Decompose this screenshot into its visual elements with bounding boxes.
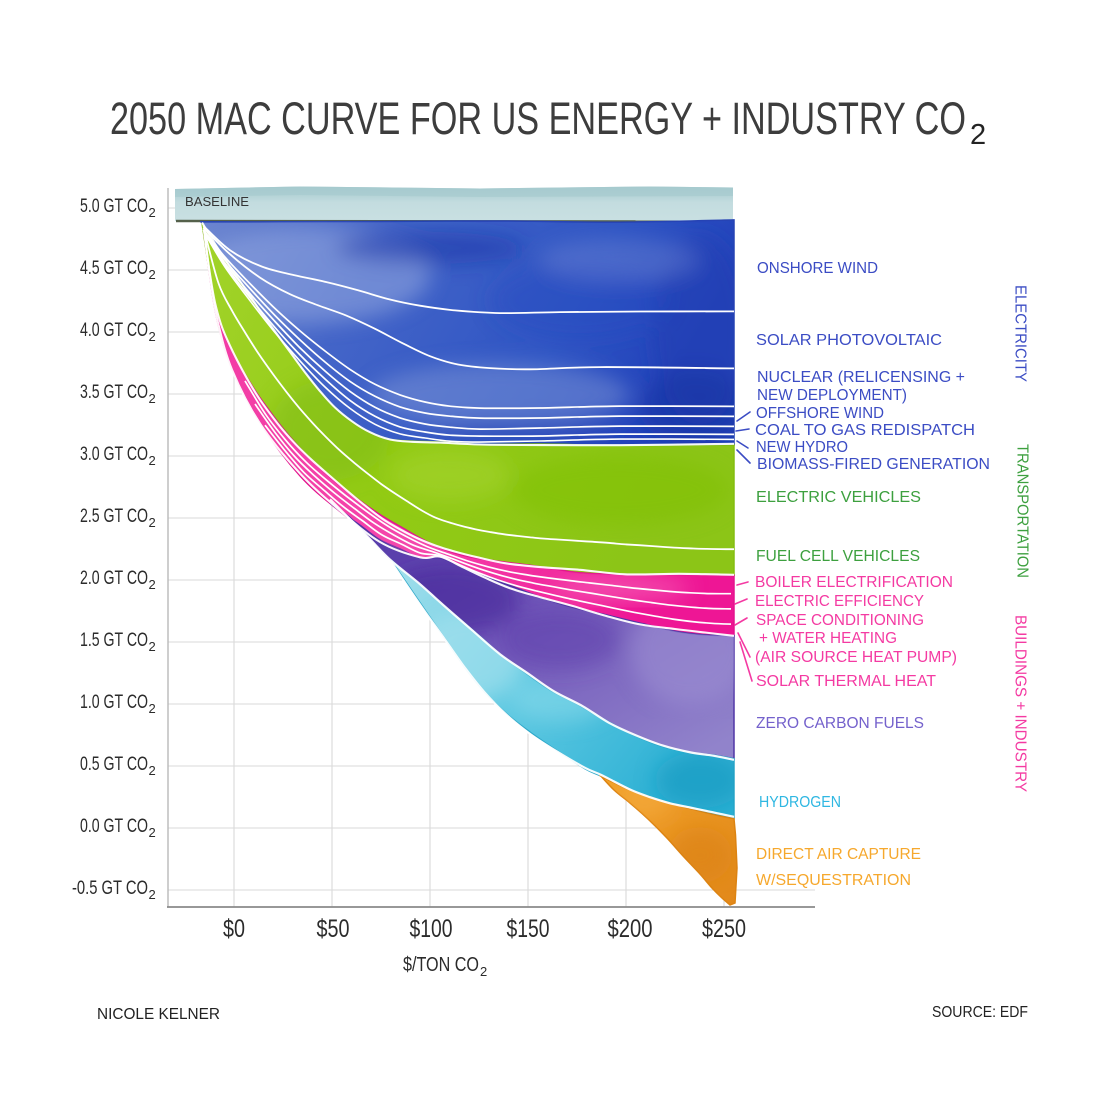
svg-text:2: 2 (149, 391, 157, 406)
svg-text:(AIR SOURCE HEAT PUMP): (AIR SOURCE HEAT PUMP) (755, 649, 957, 666)
svg-text:+ WATER HEATING: + WATER HEATING (759, 630, 897, 647)
svg-text:$200: $200 (608, 915, 653, 943)
svg-text:$0: $0 (223, 915, 245, 943)
svg-text:$100: $100 (410, 915, 453, 943)
svg-text:FUEL CELL VEHICLES: FUEL CELL VEHICLES (756, 548, 920, 565)
svg-text:2: 2 (149, 763, 157, 778)
svg-text:2: 2 (149, 329, 157, 344)
svg-text:TRANSPORTATION: TRANSPORTATION (1014, 444, 1031, 578)
svg-text:$150: $150 (507, 915, 550, 943)
svg-text:$/TON CO: $/TON CO (403, 954, 479, 976)
svg-text:-0.5 GT CO: -0.5 GT CO (72, 878, 148, 899)
svg-text:5.0 GT CO: 5.0 GT CO (80, 196, 148, 217)
svg-text:$250: $250 (702, 915, 746, 943)
svg-text:2.0 GT CO: 2.0 GT CO (80, 568, 148, 589)
svg-text:SOURCE: EDF: SOURCE: EDF (932, 1004, 1028, 1021)
svg-text:2: 2 (149, 701, 157, 716)
svg-text:2: 2 (149, 453, 157, 468)
svg-text:OFFSHORE WIND: OFFSHORE WIND (756, 405, 884, 422)
svg-text:NUCLEAR (RELICENSING +: NUCLEAR (RELICENSING + (757, 369, 965, 386)
svg-text:4.0 GT CO: 4.0 GT CO (80, 320, 148, 341)
svg-text:BOILER ELECTRIFICATION: BOILER ELECTRIFICATION (755, 574, 953, 591)
svg-text:4.5 GT CO: 4.5 GT CO (80, 258, 148, 279)
svg-text:0.5 GT CO: 0.5 GT CO (80, 754, 148, 775)
svg-text:2: 2 (149, 887, 157, 902)
svg-text:NEW DEPLOYMENT): NEW DEPLOYMENT) (757, 387, 907, 404)
svg-text:2: 2 (149, 515, 157, 530)
svg-text:DIRECT AIR CAPTURE: DIRECT AIR CAPTURE (756, 846, 921, 863)
svg-text:2: 2 (149, 205, 157, 220)
svg-text:1.0 GT CO: 1.0 GT CO (80, 692, 148, 713)
svg-text:$50: $50 (317, 915, 350, 943)
svg-text:ELECTRIC EFFICIENCY: ELECTRIC EFFICIENCY (755, 593, 924, 610)
svg-text:BIOMASS-FIRED GENERATION: BIOMASS-FIRED GENERATION (757, 456, 990, 473)
svg-text:2: 2 (149, 825, 157, 840)
svg-text:2.5 GT CO: 2.5 GT CO (80, 506, 148, 527)
svg-text:ELECTRIC VEHICLES: ELECTRIC VEHICLES (756, 489, 921, 506)
svg-text:SPACE CONDITIONING: SPACE CONDITIONING (756, 612, 924, 629)
svg-text:2: 2 (149, 639, 157, 654)
svg-text:SOLAR PHOTOVOLTAIC: SOLAR PHOTOVOLTAIC (756, 332, 942, 349)
svg-text:3.0 GT CO: 3.0 GT CO (80, 444, 148, 465)
svg-text:NEW HYDRO: NEW HYDRO (756, 439, 848, 456)
svg-text:NICOLE KELNER: NICOLE KELNER (97, 1006, 220, 1023)
svg-text:1.5 GT CO: 1.5 GT CO (80, 630, 148, 651)
svg-text:2050 MAC CURVE FOR US ENERGY +: 2050 MAC CURVE FOR US ENERGY + INDUSTRY … (110, 93, 966, 144)
svg-text:ONSHORE WIND: ONSHORE WIND (757, 260, 878, 277)
svg-text:BASELINE: BASELINE (185, 194, 249, 209)
svg-text:ZERO CARBON FUELS: ZERO CARBON FUELS (756, 715, 924, 732)
svg-text:2: 2 (970, 119, 986, 151)
svg-text:ELECTRICITY: ELECTRICITY (1012, 285, 1029, 382)
svg-text:2: 2 (149, 577, 157, 592)
svg-text:3.5 GT CO: 3.5 GT CO (80, 382, 148, 403)
svg-text:COAL TO GAS REDISPATCH: COAL TO GAS REDISPATCH (755, 422, 975, 439)
svg-text:0.0 GT CO: 0.0 GT CO (80, 816, 148, 837)
svg-text:W/SEQUESTRATION: W/SEQUESTRATION (756, 872, 911, 889)
svg-text:BUILDINGS + INDUSTRY: BUILDINGS + INDUSTRY (1012, 615, 1029, 792)
svg-text:HYDROGEN: HYDROGEN (759, 794, 841, 811)
svg-text:2: 2 (149, 267, 157, 282)
svg-text:SOLAR THERMAL HEAT: SOLAR THERMAL HEAT (756, 673, 936, 690)
svg-text:2: 2 (480, 964, 488, 979)
